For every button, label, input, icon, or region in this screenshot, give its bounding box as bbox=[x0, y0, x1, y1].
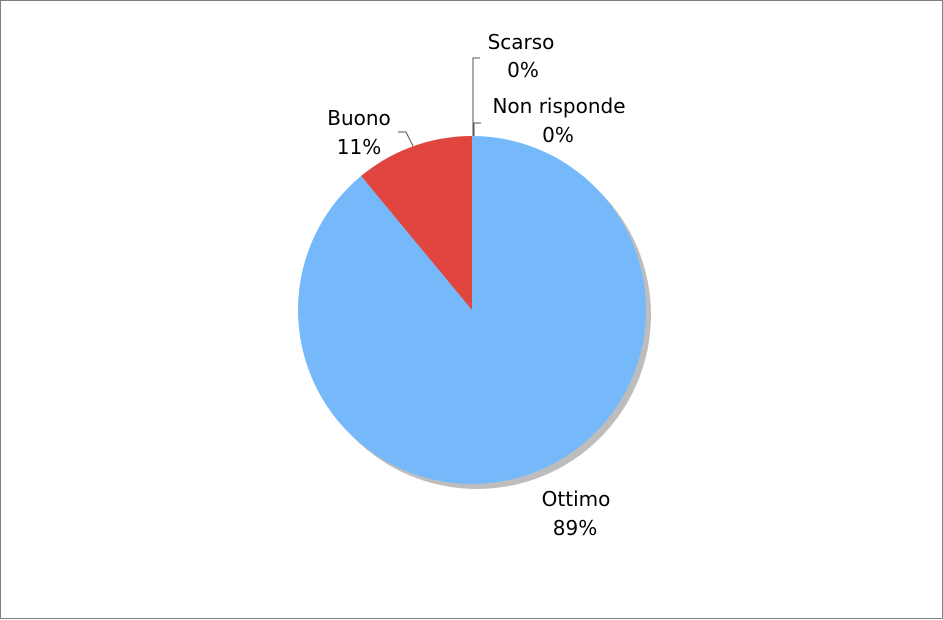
data-label-scarso-value: 0% bbox=[507, 58, 539, 82]
data-label-non-risponde-value: 0% bbox=[542, 123, 574, 147]
leader-lines bbox=[398, 57, 481, 147]
leader-line-buono bbox=[398, 131, 414, 147]
data-label-buono-name: Buono bbox=[327, 106, 391, 130]
pie-slice-ottimo bbox=[298, 136, 647, 485]
data-label-buono-value: 11% bbox=[337, 135, 381, 159]
pie-slice-buono bbox=[361, 136, 472, 310]
data-label-ottimo-value: 89% bbox=[553, 516, 597, 540]
leader-line-non-risponde bbox=[473, 122, 481, 136]
data-label-scarso-name: Scarso bbox=[488, 30, 555, 54]
leader-line-scarso bbox=[472, 57, 480, 136]
data-label-non-risponde-name: Non risponde bbox=[492, 94, 625, 118]
data-label-ottimo-name: Ottimo bbox=[542, 487, 611, 511]
pie-slices bbox=[298, 136, 647, 485]
